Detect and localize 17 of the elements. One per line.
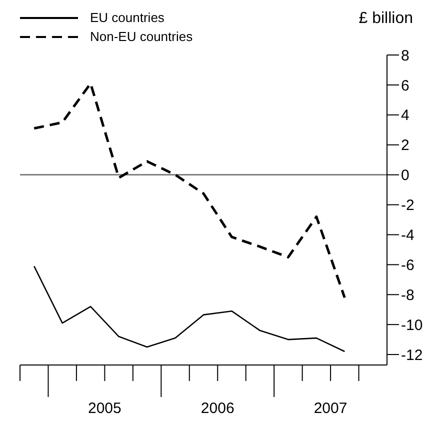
y-axis-title: £ billion bbox=[358, 10, 413, 28]
y-tick-label: -8 bbox=[401, 286, 414, 304]
y-tick-label: -10 bbox=[401, 316, 423, 334]
y-tick-label: -6 bbox=[401, 256, 414, 274]
y-tick-label: 8 bbox=[401, 47, 410, 64]
x-tick-label: 2006 bbox=[200, 400, 234, 417]
y-tick-label: -2 bbox=[401, 197, 414, 214]
x-tick-label: 2007 bbox=[314, 400, 348, 417]
legend-label: EU countries bbox=[90, 10, 164, 25]
x-tick-label: 2005 bbox=[88, 400, 122, 417]
legend-label: Non-EU countries bbox=[90, 29, 193, 44]
y-tick-label: -12 bbox=[401, 346, 423, 364]
y-tick-label: -4 bbox=[401, 227, 414, 244]
y-tick-label: 0 bbox=[401, 167, 410, 184]
y-tick-label: 6 bbox=[401, 77, 410, 94]
y-tick-label: 2 bbox=[401, 137, 410, 154]
y-tick-label: 4 bbox=[401, 107, 410, 124]
